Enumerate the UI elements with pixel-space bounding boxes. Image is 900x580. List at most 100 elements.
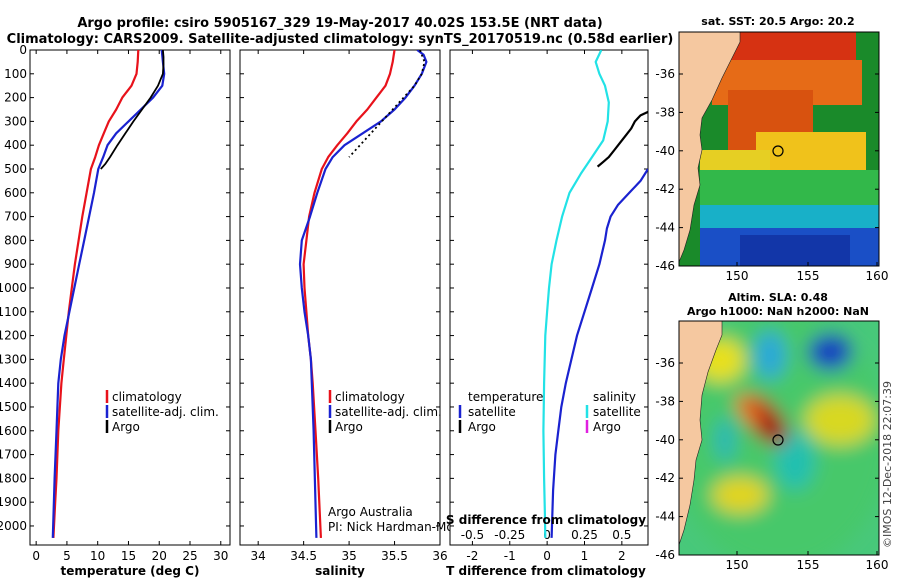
y-tick-label: 500 — [4, 162, 27, 176]
series-line-temperature-satellite — [550, 168, 648, 538]
header-line1: Argo profile: csiro 5905167_329 19-May-2… — [77, 16, 602, 31]
legend-label-satellite: satellite-adj. clim. — [112, 405, 219, 419]
top-tick-label: 0.25 — [571, 528, 598, 542]
legend-label-climatology: climatology — [112, 390, 182, 404]
sla-yellow-patch-3 — [712, 477, 768, 513]
y-tick-label: 200 — [4, 91, 27, 105]
x-tick-label: 30 — [213, 549, 228, 563]
temperature-legend: climatology satellite-adj. clim. Argo — [105, 390, 219, 434]
difference-xlabel: T difference from climatology — [446, 564, 646, 578]
legend-title-salinity: salinity — [593, 390, 636, 404]
sst-band-blue2 — [740, 235, 850, 266]
difference-series — [542, 50, 648, 538]
map-y-label: -40 — [655, 433, 675, 447]
header-line2: Climatology: CARS2009. Satellite-adjuste… — [7, 32, 674, 47]
y-tick-label: 600 — [4, 186, 27, 200]
y-tick-label: 0 — [19, 43, 27, 57]
top-tick-label: 0 — [543, 528, 551, 542]
y-tick-label: 100 — [4, 67, 27, 81]
y-tick-label: 1900 — [0, 495, 27, 509]
legend-label-argo: Argo — [112, 420, 140, 434]
legend-label-sal-argo: Argo — [593, 420, 621, 434]
series-line-climatology — [52, 50, 140, 538]
sla-land — [679, 321, 723, 546]
x-tick-label: 0 — [32, 549, 40, 563]
sst-band-yellow — [756, 132, 866, 170]
y-tick-label: 1000 — [0, 281, 27, 295]
temperature-series — [51, 50, 166, 538]
sst-map: sat. SST: 20.5 Argo: 20.2 -36 -38 -40 -42 -4… — [655, 15, 888, 283]
temperature-axes-frame — [29, 49, 231, 546]
temperature-x-ticks: 0 5 10 15 20 25 30 — [32, 50, 228, 563]
imos-credit: ©IMOS 12-Dec-2018 22:07:39 — [881, 381, 894, 548]
map-y-label: -38 — [655, 105, 675, 119]
x-tick-label: 5 — [63, 549, 71, 563]
x-tick-label: 15 — [121, 549, 136, 563]
map-y-label: -44 — [655, 221, 675, 235]
top-tick-label: 0.5 — [612, 528, 631, 542]
y-tick-label: 400 — [4, 138, 27, 152]
map-y-label: -40 — [655, 144, 675, 158]
salinity-x-ticks: 34 34.5 35 35.5 36 — [251, 50, 448, 563]
legend-label-argo: Argo — [335, 420, 363, 434]
map-y-label: -42 — [655, 182, 675, 196]
sla-blue-eddy-2 — [808, 334, 852, 370]
depth-tick-labels: 0 100 200 300 400 500 600 700 800 900 1000 1100 1200… — [0, 43, 230, 533]
sla-blue-eddy-1 — [754, 331, 786, 379]
x-tick-label: 20 — [152, 549, 167, 563]
legend-label-climatology: climatology — [335, 390, 405, 404]
y-tick-label: 800 — [4, 233, 27, 247]
credit-argo-australia: Argo Australia — [328, 505, 413, 519]
y-tick-label: 2000 — [0, 519, 27, 533]
x-tick-label: 2 — [618, 549, 626, 563]
map-y-label: -44 — [655, 510, 675, 524]
sst-land — [679, 32, 741, 263]
salinity-y-ticks — [240, 49, 440, 527]
y-tick-label: 1400 — [0, 376, 27, 390]
y-tick-label: 1500 — [0, 400, 27, 414]
x-tick-label: -1 — [504, 549, 516, 563]
map-y-label: -46 — [655, 259, 675, 273]
series-line-salinity-satellite — [542, 50, 610, 538]
x-tick-label: 35 — [341, 549, 356, 563]
y-tick-label: 1600 — [0, 424, 27, 438]
salinity-xlabel: salinity — [315, 564, 365, 578]
difference-top-ticks: -0.5 -0.25 0 0.25 0.5 — [461, 528, 632, 542]
y-tick-label: 1200 — [0, 329, 27, 343]
map-y-label: -36 — [655, 67, 675, 81]
series-line-satellite-adj-clim- — [51, 50, 166, 538]
map-x-label: 160 — [866, 269, 889, 283]
difference-legend-salinity: salinity satellite Argo — [585, 390, 641, 434]
x-tick-label: 10 — [90, 549, 105, 563]
sst-map-title: sat. SST: 20.5 Argo: 20.2 — [701, 15, 854, 28]
difference-legend-temperature: temperature satellite Argo — [458, 390, 543, 434]
sst-band-green — [700, 170, 879, 208]
x-tick-label: 0 — [543, 549, 551, 563]
map-x-label: 155 — [797, 269, 820, 283]
y-tick-label: 1300 — [0, 352, 27, 366]
series-line-temperature-argo — [596, 110, 648, 168]
map-x-label: 160 — [866, 558, 889, 572]
series-line-argo — [348, 50, 426, 158]
map-x-label: 150 — [726, 269, 749, 283]
salinity-axes-frame — [239, 49, 441, 546]
x-tick-label: 35.5 — [381, 549, 408, 563]
y-tick-label: 300 — [4, 114, 27, 128]
temperature-xlabel: temperature (deg C) — [61, 564, 200, 578]
y-tick-label: 900 — [4, 257, 27, 271]
y-tick-label: 1800 — [0, 471, 27, 485]
sla-map-title2: Argo h1000: NaN h2000: NaN — [687, 305, 869, 318]
top-tick-label: -0.5 — [461, 528, 484, 542]
sla-map-ticks: -36 -38 -40 -42 -44 -46 150 155 160 — [655, 356, 888, 572]
legend-label-temp-satellite: satellite — [468, 405, 516, 419]
map-y-label: -42 — [655, 471, 675, 485]
y-tick-label: 1700 — [0, 448, 27, 462]
salinity-series — [298, 50, 428, 538]
map-y-label: -46 — [655, 548, 675, 562]
x-tick-label: 36 — [432, 549, 447, 563]
legend-title-temperature: temperature — [468, 390, 543, 404]
x-tick-label: 34 — [251, 549, 266, 563]
difference-y-ticks — [450, 49, 648, 527]
temperature-panel: 0100200300400500600700800900100011001200… — [0, 43, 231, 578]
